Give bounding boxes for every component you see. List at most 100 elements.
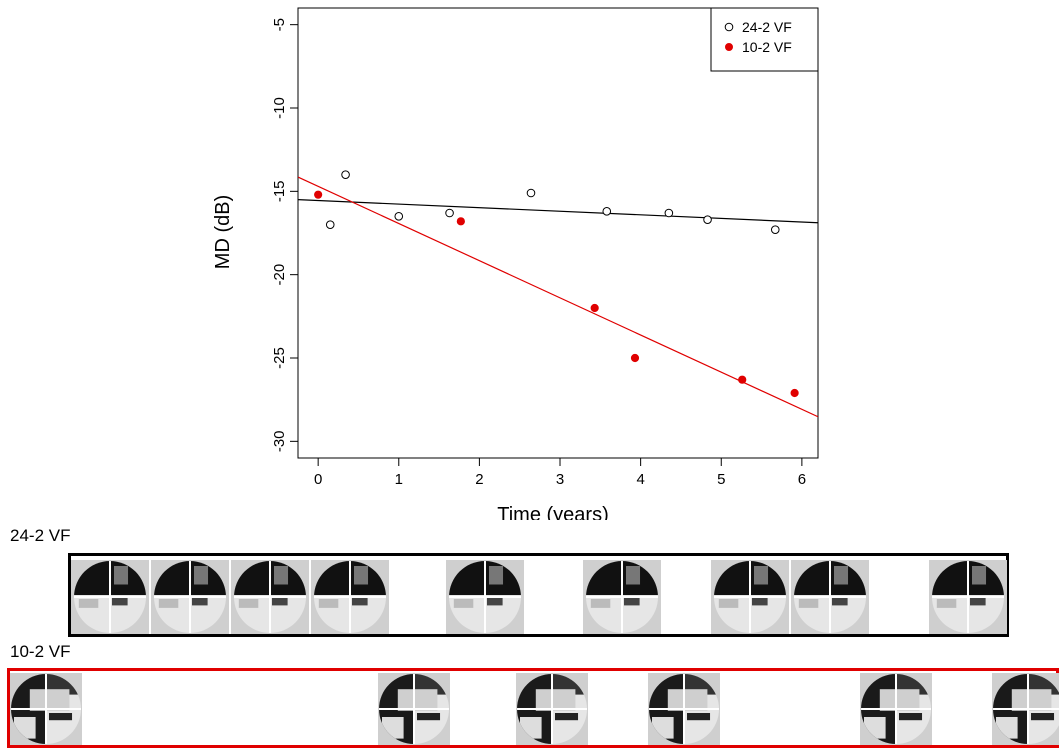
series-1-point: [790, 388, 799, 398]
plot-frame: [297, 7, 819, 459]
visual-field-map: [151, 560, 229, 634]
vf-thumbnail: [151, 560, 229, 634]
vf-thumbnail: [378, 673, 450, 745]
vf-thumbnail: [992, 673, 1059, 745]
visual-field-map: [378, 673, 450, 745]
x-tick-label: 1: [395, 471, 403, 488]
vf-patch: [158, 599, 179, 608]
vf-patch: [624, 598, 640, 606]
visual-field-map: [860, 673, 932, 745]
vf-thumbnail: [71, 560, 149, 634]
vf-patch: [687, 713, 711, 721]
vf-thumbnail: [711, 560, 789, 634]
vf-patch: [798, 599, 819, 608]
vf-thumbnail: [583, 560, 661, 634]
legend-marker-1: [725, 43, 733, 51]
visual-field-map: [648, 673, 720, 745]
vf-thumbnail: [311, 560, 389, 634]
vf-spared-area: [667, 689, 708, 711]
vf-patch: [453, 599, 474, 608]
vf-island: [114, 566, 129, 585]
visual-field-map: [791, 560, 869, 634]
series-1-point: [590, 303, 599, 313]
y-axis-label: MD (dB): [212, 195, 234, 269]
x-tick-label: 3: [556, 471, 564, 488]
vf-spared-area: [879, 689, 920, 711]
y-tick-label: -15: [271, 180, 288, 202]
vf-thumbnail: [860, 673, 932, 745]
vf-grayscale: [314, 561, 386, 633]
series-0-fit-line: [298, 199, 818, 224]
vf-thumbnail: [929, 560, 1007, 634]
series-0-point: [703, 215, 712, 224]
vf-patch: [352, 598, 368, 606]
visual-field-map: [446, 560, 524, 634]
x-tick-label: 2: [475, 471, 483, 488]
x-tick-label: 5: [717, 471, 725, 488]
x-tick-label: 6: [798, 471, 806, 488]
vf-patch: [936, 599, 957, 608]
vf10-strip: [7, 668, 1059, 748]
vf-patch: [417, 713, 441, 721]
series-0-point: [445, 208, 454, 218]
series-1-fit-line: [298, 176, 818, 418]
vf-patch: [752, 598, 768, 606]
legend-entry-1: 10-2 VF: [742, 39, 792, 55]
vf-thumbnail: [791, 560, 869, 634]
vf-island: [354, 566, 369, 585]
vf-grayscale: [586, 561, 658, 633]
vf-island: [489, 566, 504, 585]
series-0-point: [526, 188, 536, 198]
vf-patch: [192, 598, 208, 606]
y-tick-label: -5: [271, 18, 288, 31]
vf-patch: [718, 599, 739, 608]
x-tick-label: 0: [314, 471, 322, 488]
vf-thumbnail: [516, 673, 588, 745]
series-0-point: [325, 220, 335, 229]
vf24-strip: [68, 553, 1009, 637]
vf-thumbnail: [231, 560, 309, 634]
vf-spared-area: [397, 689, 438, 711]
series-0-point: [770, 225, 780, 234]
vf-patch: [970, 598, 986, 606]
vf-grayscale: [932, 561, 1004, 633]
vf-island: [274, 566, 289, 585]
vf-thumbnail: [648, 673, 720, 745]
series-0-point: [602, 207, 612, 216]
visual-field-map: [10, 673, 82, 745]
vf-island: [194, 566, 209, 585]
vf10-strip-label: 10-2 VF: [10, 642, 71, 661]
legend: 24-2 VF 10-2 VF: [710, 7, 819, 72]
series-1-point: [630, 353, 640, 363]
y-tick-label: -20: [271, 264, 288, 286]
plot-area: 0 1 2 3 4 5 6 -5 -10 -15 -20 -25 -30 24-2 VF 10-2 VF: [271, 7, 819, 488]
vf-patch: [832, 598, 848, 606]
legend-marker-0: [724, 22, 734, 32]
vf24-strip-label: 24-2 VF: [10, 526, 71, 545]
vf-spared-area: [1011, 689, 1052, 711]
series-1-point: [738, 375, 747, 384]
series-1-point: [456, 217, 465, 226]
y-tick-label: -25: [271, 347, 288, 369]
visual-field-map: [231, 560, 309, 634]
vf-patch: [318, 599, 339, 608]
vf-grayscale: [234, 561, 306, 633]
visual-field-map: [929, 560, 1007, 634]
y-tick-label: -30: [271, 430, 288, 452]
visual-field-map: [71, 560, 149, 634]
vf-patch: [112, 598, 128, 606]
vf-patch: [238, 599, 259, 608]
series-1-point: [314, 190, 323, 199]
vf-grayscale: [794, 561, 866, 633]
vf-thumbnail: [10, 673, 82, 745]
vf-grayscale: [649, 674, 719, 744]
y-tick-label: -10: [271, 97, 288, 119]
vf-island: [834, 566, 849, 585]
vf-grayscale: [11, 674, 81, 744]
legend-box: [710, 7, 819, 72]
series-0-point: [394, 212, 404, 221]
legend-entry-0: 24-2 VF: [742, 19, 792, 35]
vf-island: [626, 566, 641, 585]
vf-patch: [487, 598, 503, 606]
vf-grayscale: [993, 674, 1059, 744]
